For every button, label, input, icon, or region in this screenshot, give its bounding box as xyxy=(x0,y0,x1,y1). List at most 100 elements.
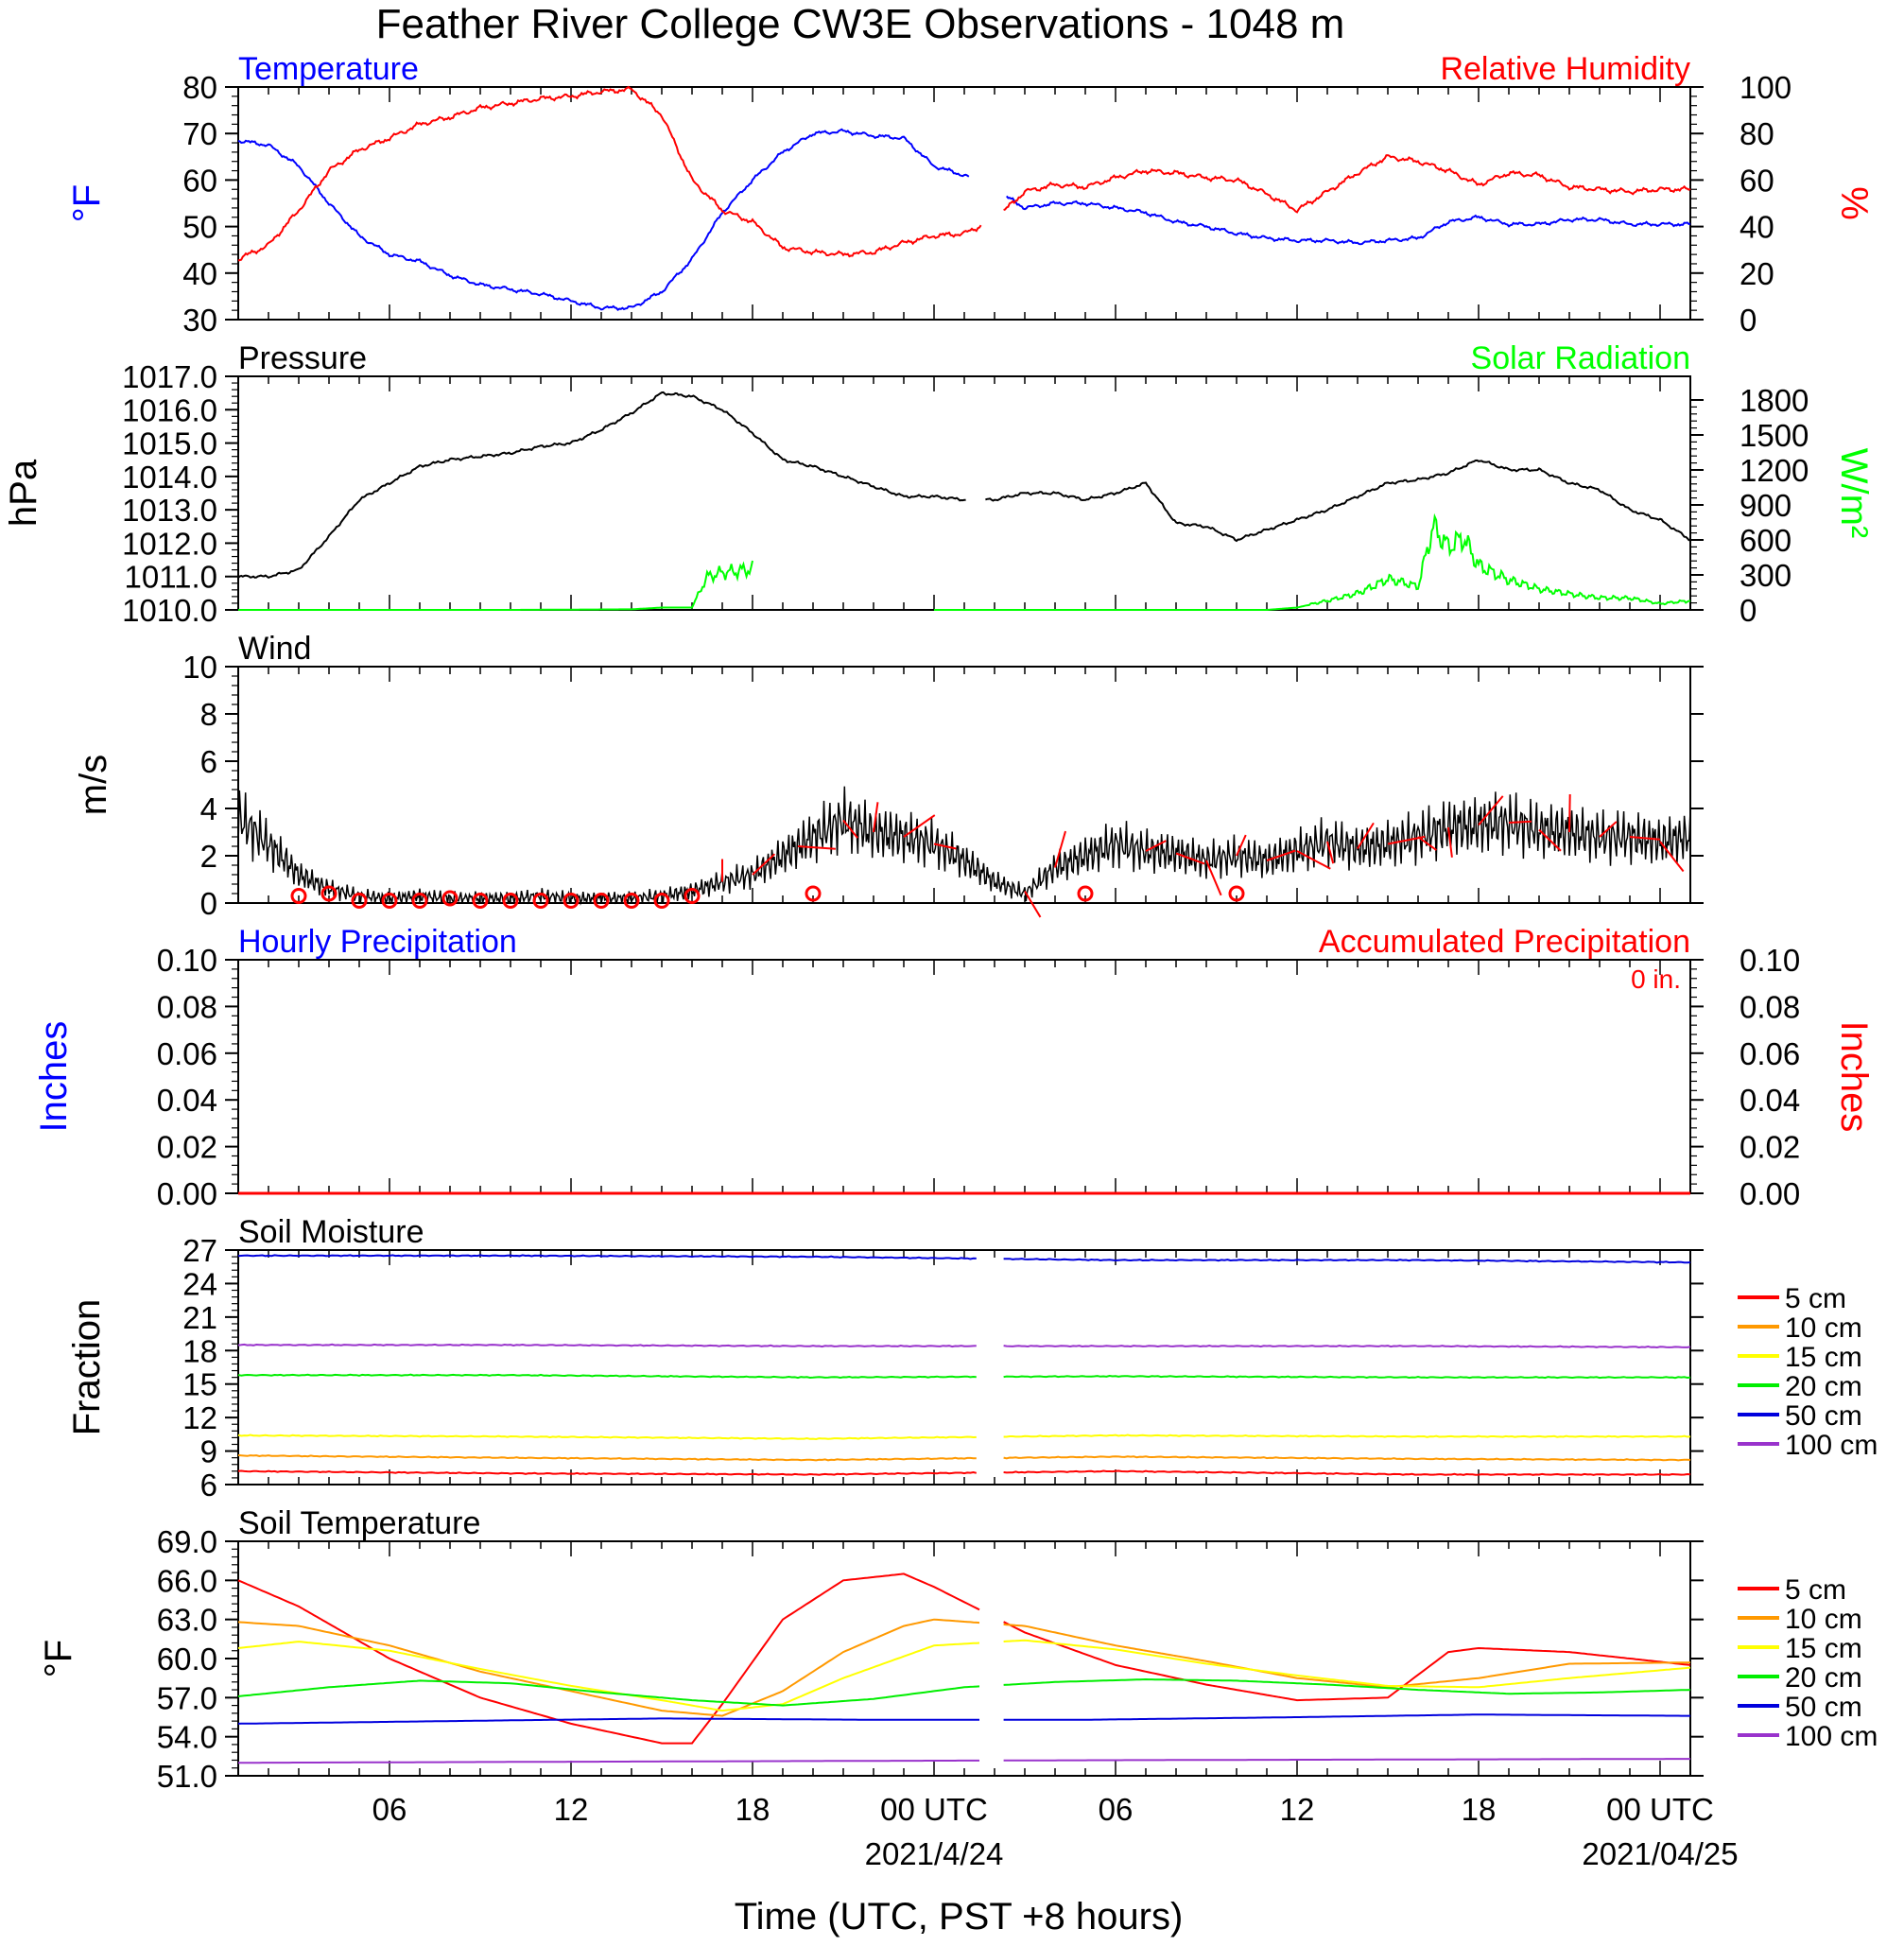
soil_moisture-ytick-label-left: 21 xyxy=(182,1300,217,1335)
soil-moisture-line-50cm xyxy=(237,1254,1691,1264)
wind-barb xyxy=(1478,795,1504,826)
wind-barb xyxy=(1296,850,1331,870)
wind-barb xyxy=(1205,860,1222,896)
legend-label: 5 cm xyxy=(1785,1574,1846,1606)
legend-label: 15 cm xyxy=(1785,1633,1862,1664)
legend-label: 100 cm xyxy=(1785,1721,1878,1752)
x-tick-label: 18 xyxy=(1462,1792,1497,1827)
wind-barb xyxy=(1508,820,1532,824)
precip-ytick-label-left: 0.04 xyxy=(157,1083,217,1118)
wind-calm-marker xyxy=(290,888,307,904)
x-tick-label: 00 UTC xyxy=(880,1792,988,1827)
temperature-ytick-label-right: 80 xyxy=(1740,116,1774,151)
wind-left-title: Wind xyxy=(238,631,311,667)
soil-moisture-line-10cm xyxy=(237,1454,1691,1462)
pressure-ytick-label-left: 1015.0 xyxy=(122,426,217,461)
temperature-ytick-label-right: 0 xyxy=(1740,303,1757,338)
pressure-ytick-label-left: 1017.0 xyxy=(122,359,217,394)
wind-barb xyxy=(752,853,776,876)
legend-label: 10 cm xyxy=(1785,1312,1862,1344)
temperature-ytick-label-left: 60 xyxy=(182,163,217,198)
soil_temperature-ytick-label-left: 57.0 xyxy=(157,1680,217,1715)
wind-ytick-label-left: 8 xyxy=(200,697,217,732)
precip-frame xyxy=(237,959,1691,1194)
soil_temperature-ytick-label-left: 69.0 xyxy=(157,1524,217,1559)
x-tick-label: 06 xyxy=(372,1792,407,1827)
x-tick-label: 12 xyxy=(554,1792,589,1827)
wind-calm-marker xyxy=(1228,885,1245,902)
temperature-ytick-label-right: 20 xyxy=(1740,256,1774,291)
pressure-ytick-label-right: 1500 xyxy=(1740,418,1809,453)
wind-barb xyxy=(1175,852,1205,865)
wind-barb xyxy=(933,843,957,850)
pressure-ytick-label-left: 1014.0 xyxy=(122,460,217,495)
soil-moisture-line-5cm xyxy=(237,1469,1691,1476)
legend-label: 15 cm xyxy=(1785,1342,1862,1373)
pressure-frame xyxy=(237,375,1691,611)
legend-label: 20 cm xyxy=(1785,1662,1862,1694)
wind-calm-marker xyxy=(532,893,549,909)
precip-ytick-label-right: 0.08 xyxy=(1740,989,1800,1024)
soil_moisture-ytick-label-left: 15 xyxy=(182,1367,217,1402)
pressure-ytick-label-right: 600 xyxy=(1740,523,1791,558)
soil_moisture-ytick-label-left: 6 xyxy=(200,1468,217,1503)
figure-title: Feather River College CW3E Observations … xyxy=(376,1,1345,47)
wind-calm-marker xyxy=(351,893,368,909)
wind-calm-marker xyxy=(623,893,640,909)
wind-barb xyxy=(1266,849,1296,861)
soil_moisture-ytick-label-left: 12 xyxy=(182,1400,217,1435)
x-tick-label: 06 xyxy=(1099,1792,1134,1827)
pressure-ytick-label-right: 0 xyxy=(1740,593,1757,628)
precip-ytick-label-right: 0.06 xyxy=(1740,1036,1800,1071)
pressure-ytick-label-right: 300 xyxy=(1740,558,1791,593)
temperature-ytick-label-right: 100 xyxy=(1740,70,1791,105)
soil_moisture-left-title: Soil Moisture xyxy=(238,1214,424,1250)
legend-label: 10 cm xyxy=(1785,1604,1862,1635)
pressure-left-unit: hPa xyxy=(3,459,44,527)
wind-barb xyxy=(1236,834,1247,857)
legend-label: 50 cm xyxy=(1785,1400,1862,1432)
wind-barb xyxy=(1054,830,1066,868)
temperature-ytick-label-left: 40 xyxy=(182,256,217,291)
panel-temperature: 80 70 60 50 40 30 °F Temperature 100 80 60 40 20 0% Re… xyxy=(66,51,1875,338)
precip-right-unit: Inches xyxy=(1833,1021,1875,1133)
temperature-left-title: Temperature xyxy=(238,51,419,87)
soil_moisture-ytick-label-left: 18 xyxy=(182,1333,217,1368)
precip-ytick-label-right: 0.00 xyxy=(1740,1176,1800,1211)
wind-ytick-label-left: 10 xyxy=(182,650,217,685)
solar-radiation-line xyxy=(238,513,1691,611)
soil-temperature-line-100cm xyxy=(238,1758,1690,1764)
temperature-ytick-label-left: 50 xyxy=(182,210,217,245)
wind-barb xyxy=(1568,793,1571,833)
panel-pressure: 1017.01016.01015.01014.01013.01012.01011… xyxy=(3,340,1875,628)
legend-label: 5 cm xyxy=(1785,1283,1846,1314)
x-axis-label: Time (UTC, PST +8 hours) xyxy=(735,1896,1184,1937)
wind-calm-marker xyxy=(441,890,459,907)
soil_temperature-ytick-label-left: 51.0 xyxy=(157,1759,217,1794)
wind-barb xyxy=(797,845,836,850)
soil-temperature-line-15cm xyxy=(237,1639,1691,1712)
pressure-ytick-label-right: 900 xyxy=(1740,488,1791,523)
panels: 807060504030°FTemperature100806040200%Re… xyxy=(3,51,1875,1794)
precip-ytick-label-left: 0.08 xyxy=(157,989,217,1024)
temperature-ytick-label-right: 60 xyxy=(1740,163,1774,198)
wind-calm-marker xyxy=(411,893,428,909)
soil-moisture-line-100cm xyxy=(237,1343,1691,1349)
temperature-left-unit: °F xyxy=(66,184,108,222)
soil-temperature-line-5cm xyxy=(237,1572,1691,1745)
temperature-ytick-label-left: 30 xyxy=(182,303,217,338)
precip-ytick-label-left: 0.02 xyxy=(157,1130,217,1165)
soil_moisture-ytick-label-left: 27 xyxy=(182,1233,217,1268)
soil_temperature-ytick-label-left: 66.0 xyxy=(157,1563,217,1598)
wind-left-unit: m/s xyxy=(73,755,114,815)
soil_moisture-ytick-label-left: 24 xyxy=(182,1266,217,1301)
x-date-label: 2021/4/24 xyxy=(865,1836,1004,1871)
panel-wind: 10 8 6 4 2 0 m/s Wind xyxy=(73,631,1704,921)
wind-barb xyxy=(842,819,858,839)
soil-moisture-line-15cm xyxy=(237,1433,1691,1441)
pressure-ytick-label-left: 1013.0 xyxy=(122,493,217,528)
x-tick-label: 18 xyxy=(736,1792,770,1827)
